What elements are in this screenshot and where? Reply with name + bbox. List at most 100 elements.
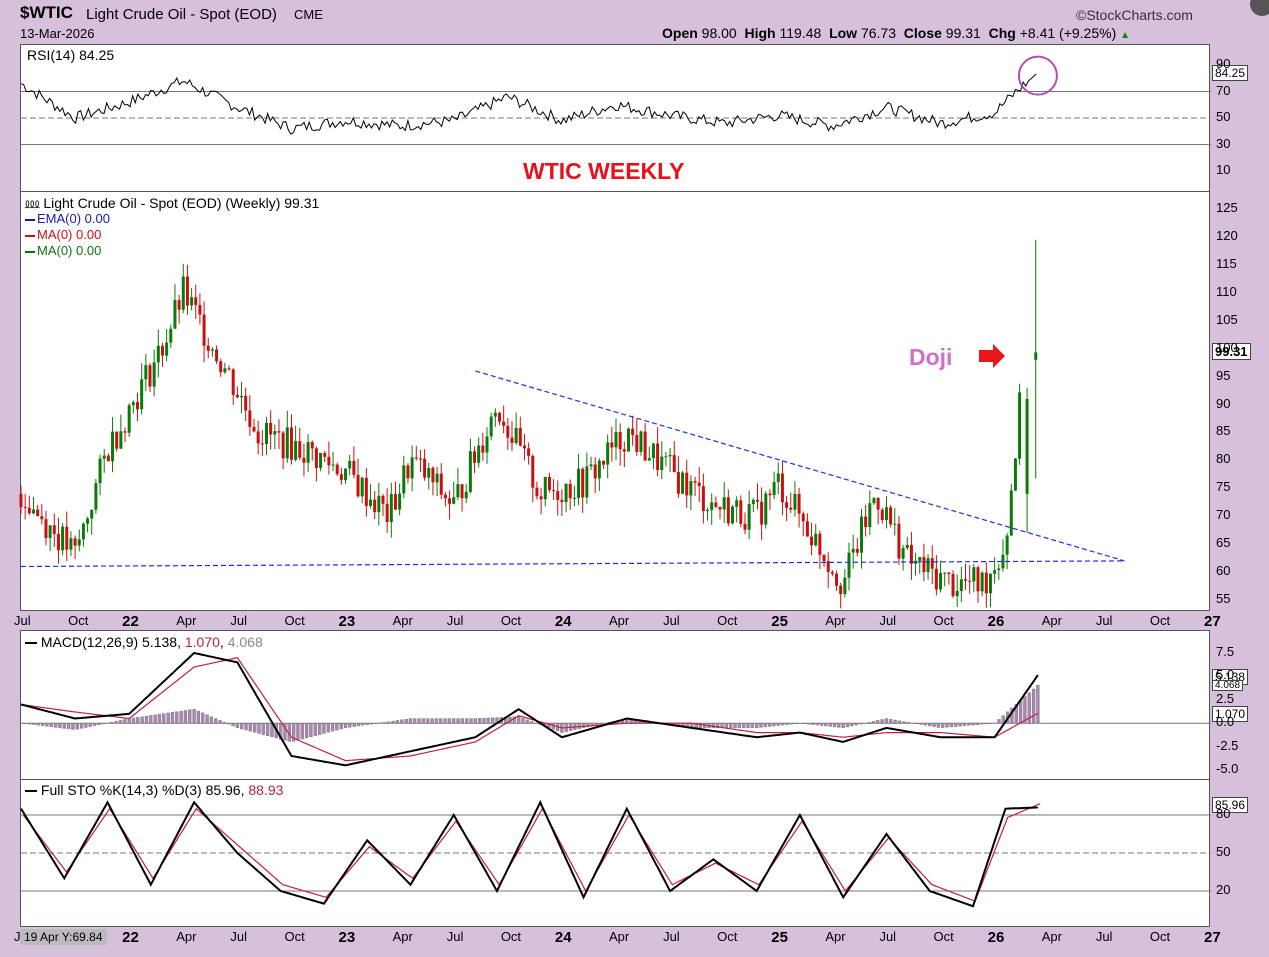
- candle-body: [876, 498, 880, 510]
- y-tick-label: 75: [1216, 479, 1231, 495]
- macd-hist-bar: [40, 723, 45, 726]
- candle-body: [780, 473, 784, 503]
- macd-hist-bar: [512, 716, 516, 724]
- sto-label-prefix: Full STO %K(14,3) %D(3): [40, 782, 202, 798]
- macd-hist-bar: [841, 723, 845, 729]
- macd-hist-bar: [876, 720, 880, 724]
- candle-body: [735, 500, 739, 507]
- candle-body: [223, 368, 227, 373]
- macd-hist-bar: [335, 723, 339, 731]
- candle-body: [206, 345, 210, 351]
- macd-hist-bar: [309, 723, 313, 738]
- candle-body: [510, 437, 514, 444]
- macd-hist-bar: [322, 723, 326, 734]
- candle-body: [348, 460, 352, 469]
- candle-body: [847, 552, 851, 578]
- macd-hist-bar: [123, 719, 127, 724]
- x-tick-label: 26: [987, 613, 1005, 630]
- macd-hist-bar: [776, 723, 780, 726]
- support-trendline: [20, 560, 1125, 568]
- candle-body: [930, 558, 934, 569]
- candle-body: [776, 473, 780, 482]
- candle-body: [19, 493, 23, 508]
- macd-hist-bar: [460, 718, 465, 724]
- macd-hist-bar: [266, 723, 270, 736]
- candle-body: [52, 525, 56, 535]
- macd-hist-bar: [75, 723, 79, 730]
- up-arrow-icon: ▲: [1120, 30, 1131, 41]
- candle-body: [535, 487, 539, 497]
- candle-body: [718, 506, 722, 510]
- candle-body: [360, 477, 364, 497]
- symbol[interactable]: $WTIC: [20, 3, 73, 22]
- macd-hist-bar: [854, 723, 858, 726]
- x-tick-label: Oct: [717, 929, 738, 944]
- candle-body: [264, 422, 268, 444]
- sto-label: Full STO %K(14,3) %D(3) 85.96, 88.93: [25, 782, 283, 798]
- y-tick-label: 80: [1216, 806, 1231, 821]
- macd-hist-bar: [936, 723, 941, 728]
- y-tick-label: 85: [1216, 423, 1231, 439]
- x-tick-label: Apr: [392, 929, 413, 944]
- macd-hist-bar: [984, 723, 988, 725]
- x-tick-label: Jul: [446, 929, 464, 944]
- candle-body: [414, 457, 418, 459]
- x-tick-label: Jul: [663, 929, 680, 944]
- candle-body: [277, 431, 281, 433]
- sto-d-value: 88.93: [248, 782, 284, 798]
- candle-body: [631, 428, 635, 436]
- y-tick-label: 125: [1216, 200, 1238, 215]
- candle-body: [48, 525, 52, 539]
- y-tick-label: 60: [1216, 563, 1231, 579]
- price-value-tag: 99.31: [1212, 343, 1251, 360]
- legend-ma-red: MA(0) 0.00: [25, 227, 101, 242]
- high-label: High: [744, 25, 776, 41]
- macd-hist-bar: [763, 723, 767, 728]
- candle-body: [543, 476, 547, 500]
- sto-k-line: [20, 799, 1038, 908]
- candle-body: [252, 426, 256, 432]
- macd-hist-bar: [395, 720, 400, 724]
- x-tick-label: Apr: [1041, 929, 1062, 944]
- candle-body: [768, 493, 772, 496]
- macd-hist-bar: [170, 712, 175, 724]
- candle-body: [993, 570, 997, 574]
- macd-hist-bar: [889, 719, 893, 724]
- candle-body: [281, 432, 285, 459]
- macd-hist-bar: [343, 723, 348, 729]
- candle-body: [331, 464, 335, 466]
- candle-body: [115, 431, 119, 449]
- candle-body: [385, 503, 389, 523]
- candle-body: [306, 442, 310, 463]
- macd-hist-bar: [205, 714, 209, 724]
- candle-body: [448, 498, 452, 504]
- candle-body: [481, 445, 485, 453]
- macd-chart: [20, 651, 1211, 767]
- candle-body: [119, 431, 123, 449]
- menu-button-icon[interactable]: [1250, 0, 1269, 16]
- candle-body: [369, 499, 373, 506]
- macd-hist-bar: [746, 723, 750, 729]
- macd-hist-bar: [101, 723, 105, 725]
- open-value: 98.00: [701, 25, 737, 41]
- candle-body: [86, 518, 90, 524]
- candle-body: [564, 483, 568, 503]
- candle-body: [556, 491, 560, 500]
- candle-body: [884, 507, 888, 521]
- candle-body: [352, 460, 356, 475]
- open-label: Open: [662, 25, 698, 41]
- macd-label: MACD(12,26,9) 5.138, 1.070, 4.068: [25, 634, 263, 650]
- crosshair-readout: 19 Apr Y:69.84: [20, 929, 107, 945]
- legend-ema-text: EMA(0) 0.00: [37, 211, 110, 226]
- macd-hist-bar: [227, 723, 231, 725]
- candle-body: [747, 504, 751, 530]
- macd-hist-bar: [465, 718, 469, 724]
- sto-value-tag: 85.96: [1212, 797, 1249, 813]
- low-value: 76.73: [860, 25, 896, 41]
- macd-hist-bar: [84, 723, 88, 728]
- macd-hist-bar: [742, 723, 746, 729]
- macd-hist-bar: [136, 717, 140, 724]
- close-value: 99.31: [945, 25, 981, 41]
- macd-line-swatch-icon: [25, 642, 37, 645]
